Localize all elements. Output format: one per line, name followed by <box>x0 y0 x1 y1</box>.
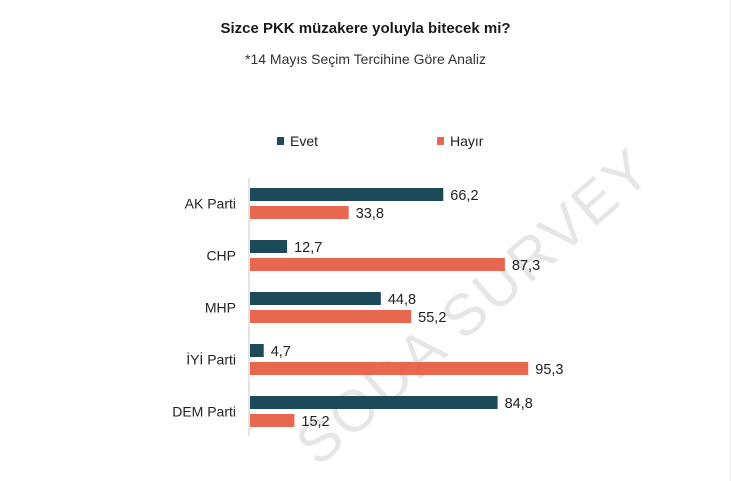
category-label: İYİ Parti <box>186 351 236 368</box>
legend-label-evet: Evet <box>290 133 319 149</box>
chart-title: Sizce PKK müzakere yoluyla bitecek mi? <box>220 20 511 37</box>
watermark-text: SODA SURVEY <box>284 135 665 478</box>
category-label: MHP <box>205 300 236 316</box>
data-label-evet: 84,8 <box>505 396 533 412</box>
data-label-evet: 4,7 <box>271 344 291 360</box>
bar-hayir <box>250 414 295 427</box>
data-label-evet: 12,7 <box>294 240 322 256</box>
data-label-hayir: 33,8 <box>356 206 384 222</box>
bar-hayir <box>250 206 349 219</box>
bar-hayir <box>250 362 529 375</box>
category-label: DEM Parti <box>172 404 236 420</box>
bar-evet <box>250 240 288 253</box>
category-label: AK Parti <box>185 196 236 212</box>
data-label-hayir: 87,3 <box>512 258 540 274</box>
bars-layer: AK Parti 66,2 33,8 CHP 12,7 87,3 MHP 44,855,2 İY… <box>172 178 564 436</box>
bar-evet <box>250 188 444 201</box>
bar-evet <box>250 292 381 305</box>
legend-label-hayir: Hayır <box>450 133 484 149</box>
watermark-layer: SODA SURVEY <box>284 135 665 478</box>
legend-item-evet: Evet <box>277 133 318 149</box>
data-label-hayir: 95,3 <box>535 362 563 378</box>
data-label-hayir: 55,2 <box>418 310 446 326</box>
chart-subtitle: *14 Mayıs Seçim Tercihine Göre Analiz <box>245 51 486 67</box>
bar-hayir <box>250 258 505 271</box>
bar-evet <box>250 396 498 409</box>
data-label-evet: 44,8 <box>388 292 416 308</box>
data-label-evet: 66,2 <box>450 188 478 204</box>
legend-item-hayir: Hayır <box>437 133 483 149</box>
bar-evet <box>250 344 264 357</box>
legend-swatch-evet <box>277 137 284 145</box>
legend-swatch-hayir <box>437 137 444 145</box>
category-label: CHP <box>206 248 236 264</box>
bar-hayir <box>250 310 412 323</box>
data-label-hayir: 15,2 <box>301 414 329 430</box>
